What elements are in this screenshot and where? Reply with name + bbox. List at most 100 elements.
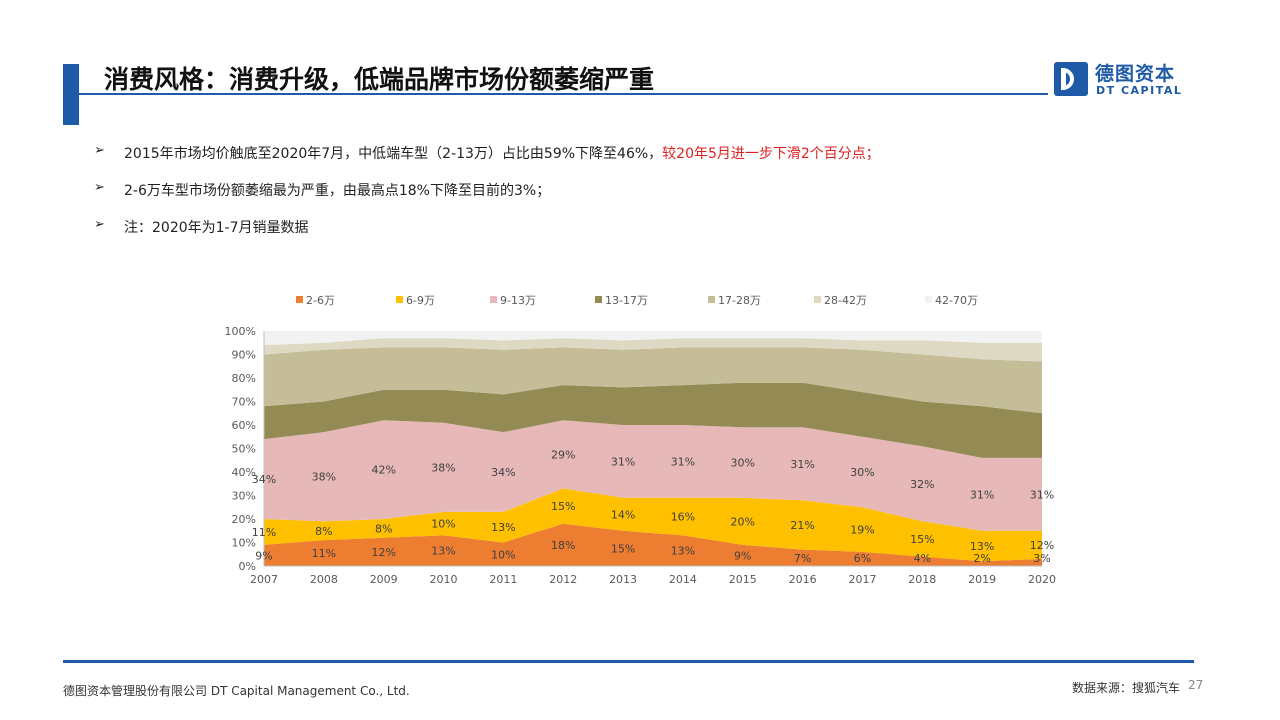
data-label: 14% [611, 508, 635, 521]
legend-swatch [296, 296, 303, 303]
y-tick-label: 40% [232, 466, 256, 479]
legend-label: 13-17万 [605, 294, 648, 307]
data-label: 11% [252, 526, 276, 539]
legend-label: 42-70万 [935, 294, 978, 307]
data-label: 30% [850, 466, 874, 479]
data-label: 2% [973, 552, 990, 565]
x-tick-label: 2017 [848, 573, 876, 586]
x-tick-label: 2016 [789, 573, 817, 586]
y-tick-label: 30% [232, 490, 256, 503]
arrow-bullet-icon: ➢ [94, 180, 105, 195]
data-label: 38% [431, 461, 455, 474]
data-label: 13% [671, 545, 695, 558]
x-tick-label: 2010 [430, 573, 458, 586]
data-source: 数据来源：搜狐汽车 [1071, 681, 1180, 695]
y-tick-label: 100% [225, 325, 256, 338]
data-label: 42% [371, 464, 395, 477]
data-label: 34% [491, 466, 515, 479]
y-tick-label: 80% [232, 372, 256, 385]
data-label: 9% [734, 549, 751, 562]
data-label: 10% [431, 518, 455, 531]
legend-swatch [490, 296, 497, 303]
data-label: 30% [731, 457, 755, 470]
logo-d-icon [1054, 62, 1088, 96]
data-label: 32% [910, 478, 934, 491]
arrow-bullet-icon: ➢ [94, 217, 105, 232]
y-tick-label: 50% [232, 443, 256, 456]
arrow-bullet-icon: ➢ [94, 143, 105, 158]
y-tick-label: 10% [232, 537, 256, 550]
data-label: 20% [731, 515, 755, 528]
data-label: 8% [315, 525, 332, 538]
data-label: 12% [1030, 539, 1054, 552]
data-label: 31% [970, 488, 994, 501]
legend-swatch [925, 296, 932, 303]
logo-english-name: DT CAPITAL [1096, 84, 1183, 97]
x-tick-label: 2019 [968, 573, 996, 586]
page-title: 消费风格：消费升级，低端品牌市场份额萎缩严重 [104, 65, 655, 94]
data-label: 13% [970, 540, 994, 553]
x-tick-label: 2011 [489, 573, 517, 586]
data-label: 31% [671, 455, 695, 468]
x-tick-label: 2018 [908, 573, 936, 586]
data-label: 18% [551, 539, 575, 552]
stacked-area-chart: 0% 10% 20% 30% 40% 50% 60% 70% 80% 90% 100% 2007 200… [225, 294, 1056, 586]
x-tick-label: 2015 [729, 573, 757, 586]
area-series [264, 523, 1042, 566]
data-label: 3% [1033, 552, 1050, 565]
data-label: 15% [551, 500, 575, 513]
x-tick-label: 2007 [250, 573, 278, 586]
x-tick-label: 2014 [669, 573, 697, 586]
bullet-highlight: 较20年5月进一步下滑2个百分点； [662, 146, 880, 162]
data-label: 10% [491, 548, 515, 561]
area-series [264, 338, 1042, 362]
area-series [264, 420, 1042, 531]
data-label: 34% [252, 473, 276, 486]
y-tick-label: 20% [232, 513, 256, 526]
y-tick-label: 70% [232, 396, 256, 409]
data-label: 13% [431, 545, 455, 558]
area-series [264, 488, 1042, 562]
data-label: 21% [790, 519, 814, 532]
data-label: 12% [371, 546, 395, 559]
legend-label: 6-9万 [406, 294, 435, 307]
data-label: 13% [491, 521, 515, 534]
bullet-text: 2015年市场均价触底至2020年7月，中低端车型（2-13万）占比由59%下降… [124, 146, 663, 162]
data-label: 9% [255, 549, 272, 562]
area-series [264, 331, 1042, 346]
legend-label: 2-6万 [306, 294, 335, 307]
title-underline [79, 93, 1048, 95]
bullet-text: 注：2020年为1-7月销量数据 [124, 220, 309, 236]
data-label: 15% [611, 542, 635, 555]
y-tick-label: 90% [232, 349, 256, 362]
legend-swatch [396, 296, 403, 303]
data-label: 8% [375, 522, 392, 535]
data-label: 7% [794, 552, 811, 565]
logo-chinese-name: 德图资本 [1095, 63, 1176, 85]
y-tick-label: 0% [239, 560, 256, 573]
data-label: 31% [611, 455, 635, 468]
data-label: 11% [312, 547, 336, 560]
x-tick-label: 2020 [1028, 573, 1056, 586]
title-accent-bar [63, 64, 79, 125]
data-label: 16% [671, 511, 695, 524]
x-tick-label: 2012 [549, 573, 577, 586]
data-label: 4% [914, 552, 931, 565]
legend-label: 9-13万 [500, 294, 536, 307]
data-label: 15% [910, 533, 934, 546]
area-series [264, 382, 1042, 458]
area-series [264, 347, 1042, 414]
y-tick-label: 60% [232, 419, 256, 432]
data-label: 31% [1030, 488, 1054, 501]
company-logo: 德图资本 DT CAPITAL [1054, 60, 1194, 100]
data-label: 6% [854, 552, 871, 565]
page-number: 27 [1188, 678, 1204, 692]
legend-swatch [814, 296, 821, 303]
legend-label: 28-42万 [824, 294, 867, 307]
data-label: 29% [551, 448, 575, 461]
x-tick-label: 2009 [370, 573, 398, 586]
x-tick-label: 2008 [310, 573, 338, 586]
legend-swatch [708, 296, 715, 303]
bullet-text: 2-6万车型市场份额萎缩最为严重，由最高点18%下降至目前的3%； [124, 183, 551, 199]
x-tick-label: 2013 [609, 573, 637, 586]
